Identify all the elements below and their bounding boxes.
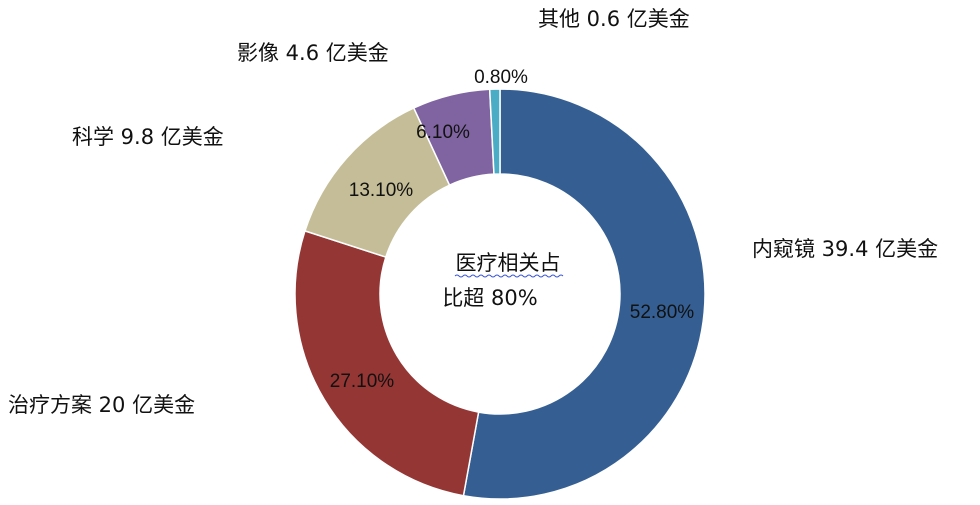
slices-group	[294, 88, 706, 500]
category-label-1: 治疗方案 20 亿美金	[8, 393, 195, 417]
category-label-4: 其他 0.6 亿美金	[538, 7, 690, 31]
percent-label-1: 27.10%	[330, 371, 395, 392]
donut-slice-0	[462, 88, 706, 500]
center-text-line-1: 医疗相关占	[456, 251, 561, 275]
donut-slice-4	[488, 88, 501, 175]
spellcheck-underline	[454, 274, 564, 278]
percent-label-2: 13.10%	[349, 180, 414, 201]
category-label-3: 影像 4.6 亿美金	[237, 41, 389, 65]
donut-slice-1	[294, 229, 480, 497]
percent-labels-group: 52.80% 27.10% 13.10% 6.10% 0.80%	[330, 67, 695, 392]
percent-label-4: 0.80%	[474, 67, 528, 88]
percent-label-3: 6.10%	[416, 122, 470, 143]
category-label-2: 科学 9.8 亿美金	[72, 125, 224, 149]
percent-label-0: 52.80%	[630, 302, 695, 323]
center-text-line-2: 比超 80%	[442, 286, 537, 310]
category-label-0: 内窥镜 39.4 亿美金	[752, 237, 938, 261]
